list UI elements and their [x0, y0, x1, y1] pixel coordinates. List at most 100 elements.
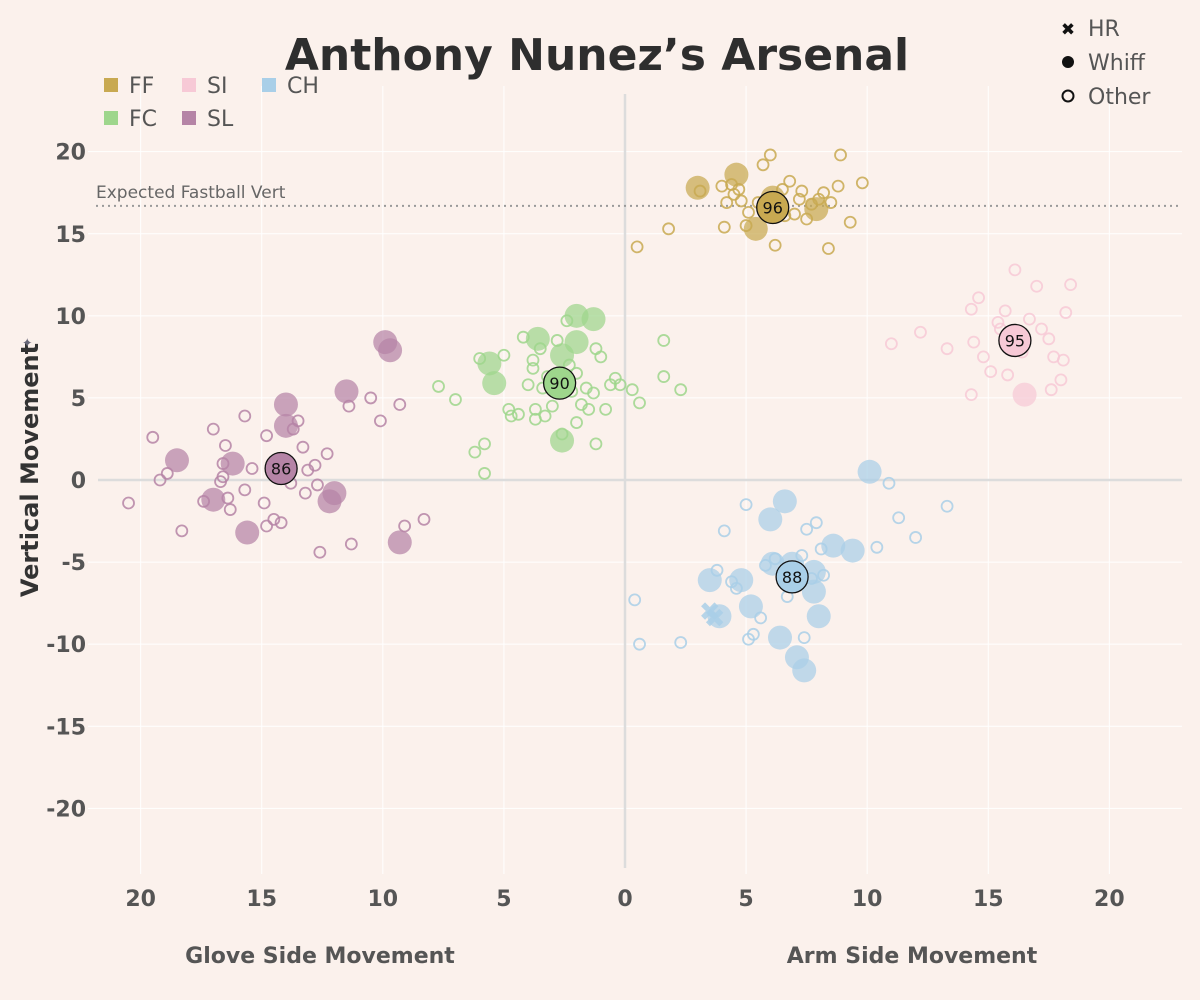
pitch-other-FF — [783, 174, 797, 188]
pitch-whiff-CH — [857, 459, 882, 484]
pitch-other-SL — [274, 516, 288, 530]
pitch-other-SL — [260, 429, 273, 443]
pitch-other-SL — [260, 519, 273, 533]
pitch-other-FC — [538, 409, 552, 423]
pitch-other-SI — [914, 325, 927, 339]
pitch-whiff-SL — [317, 489, 342, 514]
y-axis-label: Vertical Movement — [16, 343, 44, 597]
pitch-other-SI — [972, 291, 985, 305]
pitch-other-SL — [160, 467, 174, 480]
pitch-other-FC — [625, 383, 639, 397]
pitch-other-FC — [504, 409, 518, 423]
pitch-other-CH — [940, 499, 954, 513]
pitch-other-CH — [809, 516, 823, 530]
y-tick-label: 0 — [71, 469, 86, 494]
pitch-other-SL — [320, 447, 334, 461]
pitch-other-SI — [1042, 332, 1056, 346]
pitch-whiff-CH — [738, 594, 763, 619]
pitch-other-FF — [715, 179, 729, 193]
x-axis-label-left: Glove Side Movement — [185, 944, 455, 969]
pitch-other-SL — [298, 486, 312, 500]
pitch-other-FC — [589, 342, 603, 356]
pitch-other-FF — [763, 148, 777, 162]
zero-lines — [98, 94, 1182, 868]
pitch-whiff-SL — [273, 413, 298, 438]
pitch-whiff-SL — [387, 530, 412, 555]
pitch-other-CH — [882, 476, 896, 490]
pitch-other-FF — [742, 206, 755, 219]
legend-swatch-SI — [182, 78, 196, 92]
pitch-other-SL — [311, 478, 324, 492]
pitch-other-FF — [831, 179, 845, 193]
pitch-whiff-FC — [482, 371, 507, 396]
pitch-other-FF — [756, 158, 770, 172]
pitch-other-FF — [855, 176, 869, 190]
pitch-whiff-CH — [767, 625, 792, 650]
pitch-other-SI — [1023, 312, 1036, 326]
pitch-other-SI — [1035, 322, 1048, 336]
legend-label-SI: SI — [207, 74, 227, 99]
y-tick-label: -5 — [62, 551, 86, 576]
pitch-whiff-SI — [1012, 382, 1037, 407]
pitch-other-CH — [746, 627, 760, 641]
pitch-other-SL — [296, 440, 310, 454]
pitch-other-CH — [633, 637, 646, 651]
pitch-whiff-CH — [840, 538, 865, 563]
pitch-other-SL — [175, 524, 189, 538]
legend-label-CH: CH — [287, 74, 319, 99]
pitch-other-FC — [528, 403, 542, 416]
average-velo-SL: 86 — [271, 460, 291, 479]
pitch-other-SI — [1064, 278, 1077, 292]
whiff-legend-icon — [1062, 56, 1074, 68]
pitch-other-SI — [984, 365, 998, 379]
pitch-other-SI — [977, 350, 990, 364]
pitch-other-SL — [398, 519, 412, 533]
x-tick-label: 20 — [1094, 887, 1125, 912]
x-tick-label: 15 — [246, 887, 277, 912]
pitch-other-SL — [344, 537, 358, 551]
pitch-whiff-CH — [697, 568, 722, 593]
pitch-other-SI — [964, 302, 978, 316]
pitch-whiff-SL — [235, 520, 260, 545]
pitch-whiff-CH — [821, 533, 846, 558]
pitch-other-CH — [909, 531, 923, 544]
y-tick-label: 20 — [55, 141, 86, 166]
pitch-other-SI — [1059, 306, 1073, 319]
pitch-other-FF — [720, 196, 734, 209]
legend-swatch-FF — [104, 78, 118, 92]
pitch-other-FC — [587, 386, 600, 400]
axis-ticks: 20 15 10 5 0 5 10 15 20 20 15 10 5 0 -5 -10 -15 -20 — [46, 141, 1124, 912]
other-legend-icon — [1061, 89, 1075, 103]
pitch-whiff-FF — [804, 197, 829, 222]
pitch-other-FC — [657, 334, 671, 347]
pitch-whiff-SL — [378, 338, 403, 363]
pitch-other-FF — [822, 242, 835, 255]
pitch-whiff-FC — [477, 351, 502, 376]
x-tick-label: 5 — [496, 887, 511, 912]
pitch-other-FC — [449, 393, 462, 406]
legend-swatch-CH — [262, 78, 276, 92]
pitch-other-FC — [545, 399, 559, 413]
average-marker-SI — [998, 323, 1032, 358]
result-legend-label-hr: HR — [1088, 17, 1120, 42]
pitch-other-SI — [1001, 368, 1015, 382]
pitch-other-FC — [594, 350, 608, 364]
pitch-hr-CH: ✖ — [699, 597, 721, 627]
pitch-other-CH — [797, 631, 811, 644]
pitch-other-FC — [432, 380, 445, 393]
pitch-whiff-CH — [792, 658, 817, 683]
pitch-type-legend: FF SI CH FC SL — [104, 74, 319, 132]
pitch-other-SI — [1056, 353, 1070, 367]
pitch-other-FF — [817, 186, 830, 200]
average-velo-SI: 95 — [1005, 331, 1025, 350]
pitch-other-FF — [843, 215, 857, 229]
pitch-other-SL — [146, 430, 160, 444]
pitch-other-SL — [257, 496, 271, 510]
pitch-other-FC — [526, 361, 540, 375]
pitch-other-FF — [734, 194, 748, 208]
pitch-hr-CH: ✖ — [704, 604, 726, 634]
pitch-whiff-FC — [525, 326, 550, 351]
pitch-whiff-SL — [164, 448, 189, 473]
pitch-other-FC — [502, 403, 516, 416]
pitch-other-SL — [216, 470, 230, 484]
